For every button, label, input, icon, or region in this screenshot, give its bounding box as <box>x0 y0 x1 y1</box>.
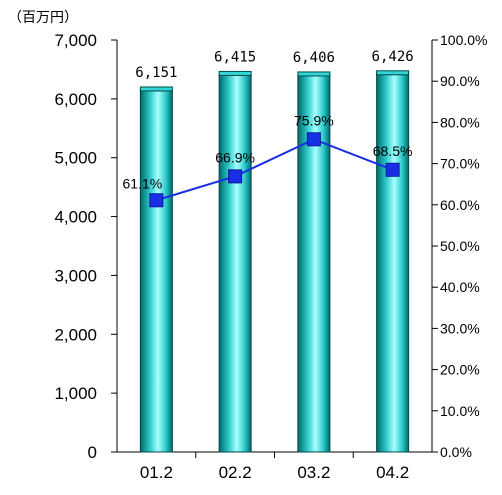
y-right-tick-label: 60.0% <box>440 197 480 213</box>
bar-value-label: 6,426 <box>372 49 414 65</box>
y-left-tick-label: 3,000 <box>54 266 97 285</box>
line-value-label: 75.9% <box>294 112 334 128</box>
bar <box>376 73 410 453</box>
bar-top-cap <box>297 71 331 77</box>
y-left-tick-label: 4,000 <box>54 208 97 227</box>
bar-value-label: 6,415 <box>214 49 256 65</box>
y-right-tick-label: 0.0% <box>440 444 472 460</box>
bar <box>218 73 252 453</box>
bar-value-label: 6,151 <box>135 65 177 81</box>
line-marker <box>306 132 321 147</box>
y-right-tick-label: 90.0% <box>440 73 480 89</box>
y-right-tick-label: 70.0% <box>440 156 480 172</box>
y-right-tick-label: 30.0% <box>440 320 480 336</box>
data-labels: 6,151 6,415 6,406 6,426 61.1% 66.9% 75.9% 68.5% <box>123 49 414 191</box>
line-series <box>156 138 393 202</box>
y-left-tick-label: 0 <box>88 443 97 462</box>
line-marker <box>385 162 400 177</box>
y-left-tick-label: 7,000 <box>54 31 97 50</box>
y-right-tick-label: 20.0% <box>440 362 480 378</box>
y-left-tick-label: 2,000 <box>54 325 97 344</box>
axes: 0 1,000 2,000 3,000 4,000 5,000 6,000 7,000 0.0%… <box>54 31 487 482</box>
line-value-label: 66.9% <box>215 149 255 165</box>
y-right-tick-label: 100.0% <box>440 32 487 48</box>
bar <box>139 89 173 453</box>
y-left-tick-label: 6,000 <box>54 90 97 109</box>
y-axis-unit-label: （百万円） <box>8 10 78 26</box>
y-right-tick-label: 50.0% <box>440 238 480 254</box>
percentage-line <box>149 132 400 208</box>
y-left-tick-label: 5,000 <box>54 149 97 168</box>
x-tick-label: 03.2 <box>297 463 330 482</box>
y-right-tick-label: 80.0% <box>440 114 480 130</box>
y-right-tick-label: 10.0% <box>440 403 480 419</box>
bar-top-cap <box>218 70 252 76</box>
x-tick-label: 01.2 <box>140 463 173 482</box>
y-right-tick-label: 40.0% <box>440 279 480 295</box>
x-tick-label: 02.2 <box>219 463 252 482</box>
bar <box>297 74 331 453</box>
line-value-label: 61.1% <box>123 175 163 191</box>
line-marker <box>228 169 243 184</box>
line-value-label: 68.5% <box>373 143 413 159</box>
bar-value-label: 6,406 <box>293 50 335 66</box>
bar-top-cap <box>139 86 173 92</box>
line-marker <box>149 193 164 208</box>
x-tick-label: 04.2 <box>376 463 409 482</box>
bars <box>139 70 410 453</box>
y-left-tick-label: 1,000 <box>54 384 97 403</box>
bar-top-cap <box>376 70 410 76</box>
